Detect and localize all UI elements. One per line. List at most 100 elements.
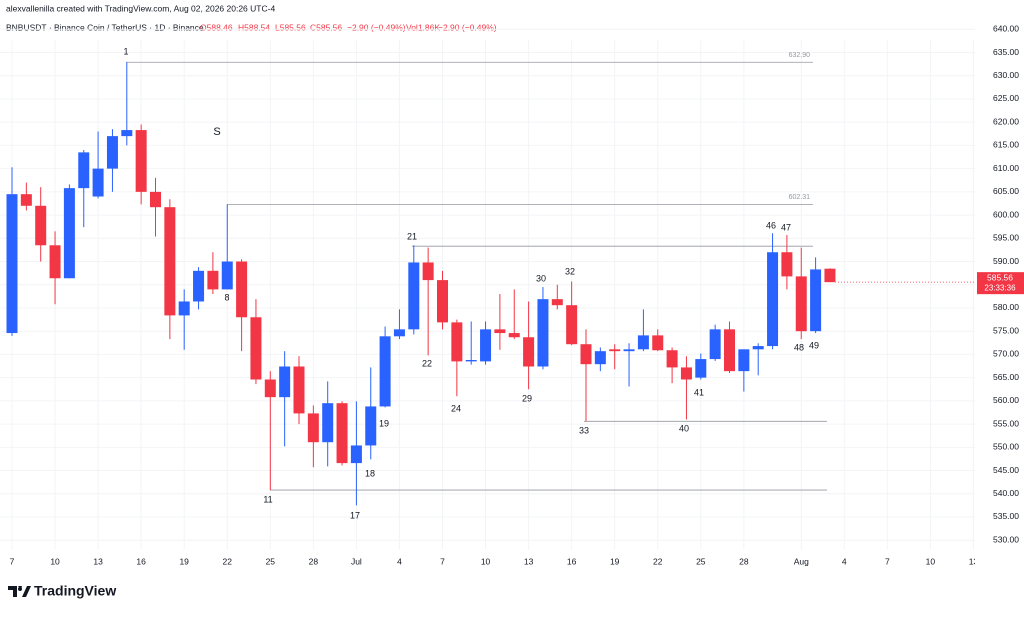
annotation: S [213,126,220,138]
annotation: 21 [407,231,417,241]
ohlc-close: C585.56 [310,22,342,32]
candle-body [738,349,750,372]
candle-body [437,280,448,323]
candle-body [609,349,621,352]
last-price-box [977,272,1024,295]
candle-body [623,349,635,352]
x-tick-label: 19 [610,556,620,566]
candle-body [221,261,233,290]
candle-body [20,194,32,206]
annotation: 33 [579,425,589,435]
candle-body [322,403,334,443]
candle-body [523,337,535,367]
candle-body [508,333,520,338]
annotation: 40 [679,423,689,433]
y-tick-label: 545.00 [993,465,1019,475]
y-tick-label: 540.00 [993,488,1019,498]
candle-body [480,329,492,362]
candle-body [652,335,664,351]
annotation: 32 [565,266,575,276]
candle-body [781,252,793,277]
candle-body [150,191,161,208]
annotation: 30 [536,273,546,283]
y-tick-label: 575.00 [993,325,1019,335]
x-tick-label: 25 [266,556,276,566]
ohlc-low: L585.56 [275,22,306,32]
candle-body [824,268,836,283]
annotation: 11 [263,494,272,504]
x-tick-label: 13 [93,556,103,566]
y-tick-label: 625.00 [993,93,1019,103]
y-tick-label: 565.00 [993,372,1019,382]
x-tick-label: 4 [397,556,402,566]
y-tick-label: 580.00 [993,302,1019,312]
x-tick-label: 10 [926,556,936,566]
x-tick-label: 22 [653,556,663,566]
candle-body [193,270,205,302]
annotation: 48 [794,342,804,352]
candle-body [178,301,190,316]
candle-body [724,329,735,372]
y-tick-label: 595.00 [993,233,1019,243]
annotation: 24 [451,403,461,413]
candle-body [92,168,104,197]
candle-body [379,336,391,407]
y-tick-label: 605.00 [993,186,1019,196]
annotation: 46 [766,220,776,230]
candle-body [680,367,692,380]
x-tick-label: 4 [842,556,847,566]
candle-body [537,299,549,367]
volume: Vol1.86K [406,22,440,32]
candle-body [393,329,405,337]
brand-name: TradingView [34,583,116,599]
y-tick-label: 555.00 [993,418,1019,428]
candle-body [465,359,477,362]
y-tick-label: 615.00 [993,140,1019,150]
x-tick-label: 22 [223,556,233,566]
candle-body [6,194,18,334]
annotation: 18 [365,468,375,478]
x-tick-label: 13 [524,556,534,566]
x-tick-label: 10 [50,556,60,566]
candle-body [566,305,578,345]
y-tick-label: 640.00 [993,24,1019,34]
x-tick-label: 16 [136,556,146,566]
candle-body [35,205,47,246]
candle-body [365,406,377,446]
candle-body [49,245,61,279]
x-tick-label: 19 [179,556,189,566]
x-tick-label: 25 [696,556,706,566]
candle-body [709,329,721,360]
x-tick-label: 10 [481,556,491,566]
annotation: 29 [522,393,532,403]
y-tick-label: 590.00 [993,256,1019,266]
y-tick-label: 535.00 [993,511,1019,521]
candle-body [350,445,362,464]
candle-body [336,403,348,464]
candle-body [236,261,248,318]
legend-header: BNBUSDT · Binance Coin / TetherUS · 1D ·… [6,22,497,32]
last-price-label: 585.56 [987,272,1013,282]
x-tick-label: 7 [10,556,15,566]
candle-body [795,276,807,332]
candle-body [810,269,822,332]
x-tick-label: 28 [739,556,749,566]
x-tick-label: 16 [567,556,577,566]
x-tick-label: 7 [440,556,445,566]
x-tick-label: 28 [309,556,319,566]
annotation: 8 [224,292,229,302]
candle-body [666,350,678,368]
countdown: 23:33:36 [984,283,1016,292]
y-tick-label: 550.00 [993,442,1019,452]
candle-body [594,351,606,365]
candle-body [279,366,291,398]
level-label: 602.31 [789,194,811,201]
y-tick-label: 600.00 [993,209,1019,219]
annotation: 47 [781,222,791,232]
y-tick-label: 610.00 [993,163,1019,173]
candle-body [580,344,592,365]
x-tick-label: Jul [351,556,362,566]
annotation: 19 [379,418,389,428]
candle-body [637,335,649,350]
candle-body [494,329,506,334]
